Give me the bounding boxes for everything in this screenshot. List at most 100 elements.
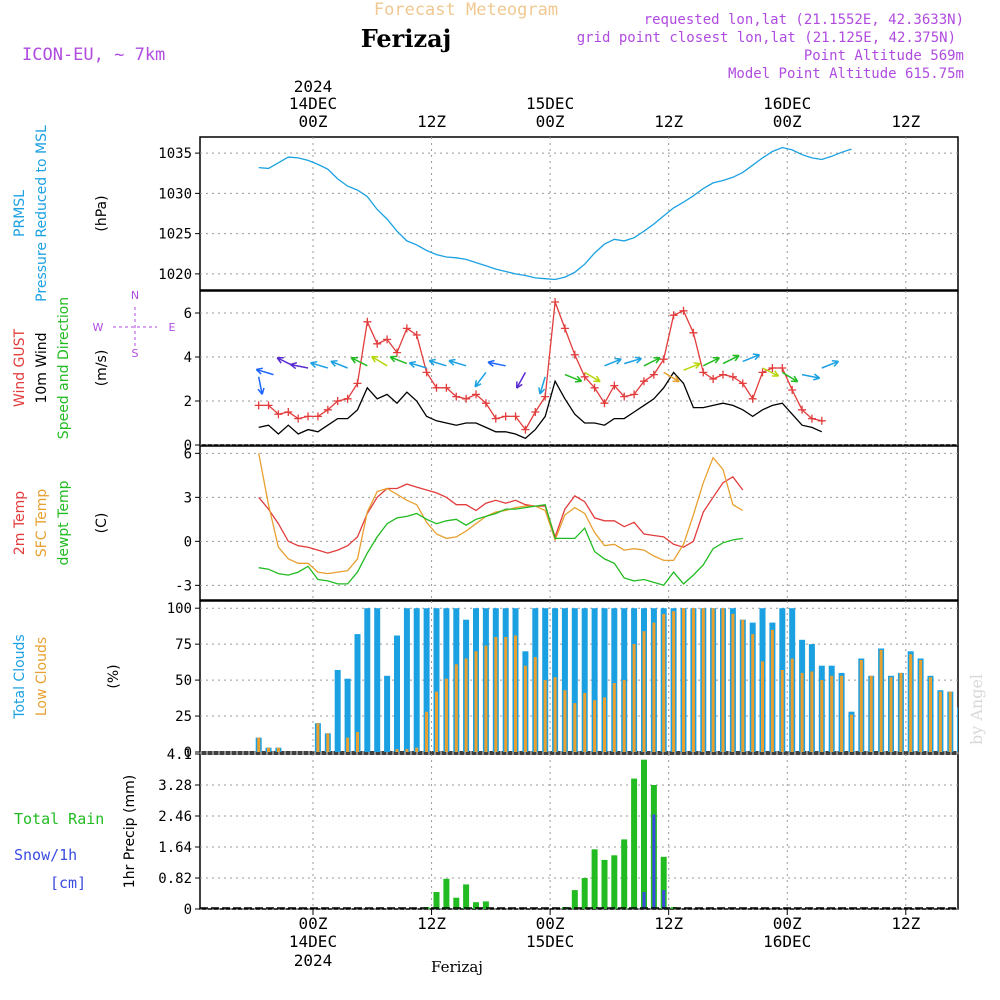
gust-marker: [590, 383, 599, 392]
precip-bar-rain: [591, 849, 598, 909]
gust-marker: [570, 350, 579, 359]
clouds-bar-low: [474, 651, 478, 752]
gust-marker: [511, 412, 520, 421]
footer-city: Ferizaj: [431, 958, 483, 976]
gust-marker: [659, 355, 668, 364]
precip-side-label: Total Rain: [14, 810, 104, 828]
clouds-bar-low: [405, 749, 409, 752]
temperature-series-dewpt: [258, 503, 743, 587]
clouds-bar-low: [326, 733, 330, 752]
clouds-bar-low: [504, 637, 508, 752]
wind-ytick-label: 2: [184, 394, 192, 410]
compass-n: N: [131, 289, 139, 302]
bottom-hour-label: 00Z: [536, 914, 565, 933]
precip-bar-rain: [443, 878, 450, 909]
clouds-bar-low: [267, 747, 270, 752]
pressure-series-line: [258, 146, 852, 281]
precip-bar-rain: [473, 902, 479, 909]
clouds-bar-low: [800, 672, 804, 752]
clouds-bar-total: [384, 675, 391, 752]
top-hour-label: 00Z: [773, 112, 802, 131]
clouds-ylabel: Low Clouds: [34, 637, 50, 716]
wind-arrow: [683, 362, 701, 371]
wind-arrow: [702, 357, 720, 367]
clouds-bar-low: [662, 613, 666, 752]
precip-ytick-label: 0: [184, 902, 192, 918]
model-altitude: Model Point Altitude 615.75m: [728, 66, 964, 82]
wind-arrow: [257, 376, 265, 395]
wind-arrow: [330, 360, 348, 369]
top-date-label: 16DEC: [763, 94, 811, 113]
gust-marker: [778, 364, 787, 372]
watermark: by Angel: [967, 674, 986, 745]
clouds-bar-low: [484, 645, 488, 752]
gust-marker: [728, 372, 737, 381]
header: ICON-EU, ~ 7km Forecast Meteogram Feriza…: [22, 0, 964, 82]
clouds-ytick-label: 0: [184, 745, 192, 761]
panel-temperature: -3 0 3 6 2m Temp SFC Temp dewpt Temp (C): [12, 445, 959, 601]
wind-arrow: [538, 376, 546, 395]
gust-marker: [798, 405, 807, 414]
clouds-bar-total: [561, 608, 568, 752]
wind-arrow: [584, 371, 601, 383]
clouds-bar-low: [919, 660, 923, 752]
gust-marker: [333, 397, 342, 405]
clouds-ytick-label: 50: [175, 673, 192, 689]
clouds-bar-low: [514, 635, 517, 752]
temperature-ytick-label: 0: [184, 534, 192, 550]
gust-marker: [422, 368, 431, 377]
precip-ytick-label: 3.28: [158, 778, 192, 794]
gust-marker: [313, 412, 322, 421]
clouds-bar-low: [356, 731, 359, 752]
precip-bar-rain: [433, 892, 440, 909]
temperature-ylabel: SFC Temp: [34, 489, 50, 558]
pressure-frame: [199, 136, 959, 291]
precip-ytick-label: 1.64: [158, 840, 192, 856]
gust-marker: [472, 390, 481, 399]
clouds-bar-low: [276, 747, 280, 752]
wind-arrow: [310, 360, 329, 369]
gust-marker: [748, 394, 757, 403]
clouds-bar-low: [464, 658, 468, 752]
clouds-bar-low: [751, 634, 755, 752]
clouds-bar-low: [761, 661, 764, 752]
top-hour-label: 12Z: [891, 112, 920, 131]
clouds-bar-total: [571, 608, 578, 752]
gust-marker: [630, 390, 639, 399]
panel-precip: 0 0.82 1.64 2.46 3.28 4.1 1hr Precip (mm) Total…: [14, 747, 959, 918]
precip-bar-rain: [453, 897, 460, 909]
wind-ylabel: Wind GUST: [12, 328, 28, 407]
gust-marker: [689, 328, 698, 337]
clouds-bar-low: [701, 608, 705, 752]
clouds-bar-low: [435, 691, 438, 752]
wind-arrow: [389, 355, 408, 365]
gust-marker: [649, 370, 658, 379]
clouds-bar-low: [444, 678, 448, 752]
clouds-bar-low: [909, 654, 913, 752]
wind-arrow: [428, 358, 447, 367]
gust-marker: [392, 348, 401, 357]
gust-marker: [560, 324, 569, 333]
clouds-bar-total: [394, 635, 400, 752]
wind-arrow: [408, 360, 427, 369]
bottom-hour-label: 12Z: [654, 914, 683, 933]
clouds-bar-total: [374, 608, 381, 752]
precip-side-label: [cm]: [50, 874, 86, 892]
clouds-bar-low: [830, 675, 834, 752]
clouds-bar-low: [454, 664, 458, 752]
precip-bar-rain: [482, 901, 489, 909]
precip-side-label: Snow/1h: [14, 846, 77, 864]
wind-arrow: [781, 371, 799, 383]
precip-bar-snow: [662, 890, 666, 909]
precip-ytick-label: 4.1: [167, 747, 192, 763]
pressure-unit: (hPa): [94, 195, 110, 231]
clouds-bar-low: [346, 737, 350, 752]
wind-arrow: [350, 357, 368, 367]
compass-e: E: [169, 321, 176, 334]
wind-ylabel: 10m Wind: [34, 332, 50, 403]
precip-bar-rain: [631, 778, 638, 909]
pressure-data: [258, 146, 852, 281]
